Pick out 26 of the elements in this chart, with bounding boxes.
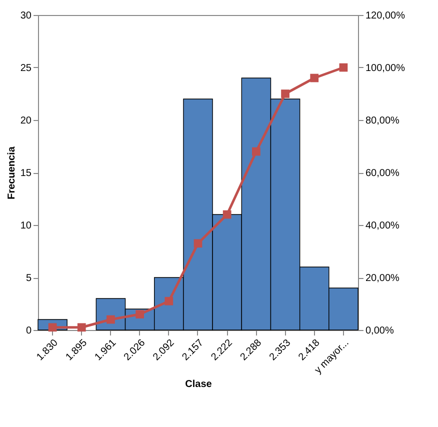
y2-tick-label: 120,00% — [366, 10, 406, 22]
y2-tick-label: 60,00% — [366, 168, 400, 179]
point — [136, 310, 144, 318]
point — [164, 296, 174, 306]
x-axis-title: Clase — [185, 379, 212, 390]
y-tick-label: 0 — [26, 326, 32, 336]
y2-tick-label: 80,00% — [366, 116, 400, 126]
y-tick-label: 10 — [20, 220, 32, 232]
point — [77, 323, 86, 332]
y2-tick-label: 0,00% — [366, 326, 394, 336]
y2-tick-label: 20,00% — [366, 273, 400, 284]
y-axis-title: Frecuencia — [6, 146, 18, 200]
y-tick-label: 5 — [26, 273, 32, 284]
point — [222, 210, 232, 219]
y-tick-label: 20 — [20, 116, 32, 126]
y-tick-label: 15 — [20, 168, 32, 179]
point — [194, 239, 202, 248]
y-tick-label: 30 — [20, 10, 32, 22]
y2-tick-label: 100,00% — [366, 63, 406, 74]
point — [281, 90, 290, 98]
point — [252, 147, 260, 156]
y2-tick-label: 40,00% — [366, 220, 400, 232]
point — [339, 63, 348, 72]
point — [310, 74, 319, 82]
point — [106, 315, 115, 324]
y-tick-label: 25 — [20, 63, 32, 74]
